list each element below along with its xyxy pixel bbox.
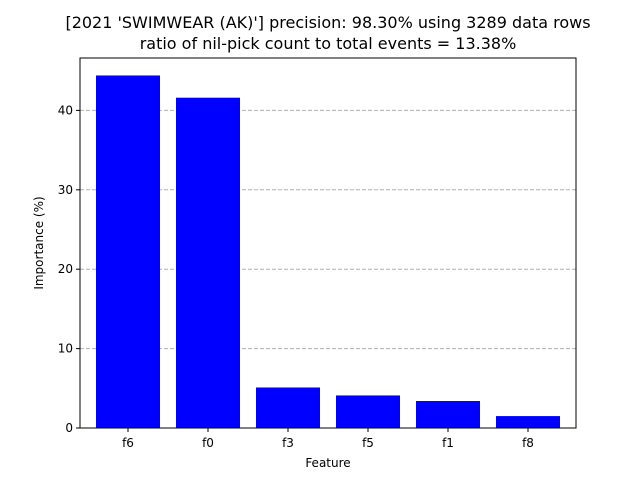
bar-f3 — [256, 387, 320, 428]
y-axis-label: Importance (%) — [32, 196, 46, 289]
grid-lines — [80, 109, 576, 350]
x-tick-label-f0: f0 — [202, 436, 214, 450]
bars — [96, 75, 560, 429]
x-tick-label-f6: f6 — [122, 436, 134, 450]
x-tick-label-f8: f8 — [522, 436, 534, 450]
x-tick-label-f1: f1 — [442, 436, 454, 450]
y-tick-label: 10 — [58, 342, 73, 356]
chart-subtitle: ratio of nil-pick count to total events … — [140, 34, 517, 53]
x-axis-ticks: f6 f0 f3 f5 f1 f8 — [122, 428, 534, 450]
bar-f6 — [96, 75, 160, 429]
x-tick-label-f5: f5 — [362, 436, 374, 450]
bar-f1 — [416, 401, 480, 428]
y-tick-label: 20 — [58, 262, 73, 276]
plot-frame — [79, 57, 577, 429]
chart-title: [2021 'SWIMWEAR (AK)'] precision: 98.30%… — [65, 13, 590, 32]
x-tick-label-f3: f3 — [282, 436, 294, 450]
y-tick-label: 30 — [58, 183, 73, 197]
bar-f0 — [176, 97, 240, 428]
bar-f8 — [496, 416, 560, 428]
bar-f5 — [336, 395, 400, 428]
y-tick-label: 40 — [58, 103, 73, 117]
y-tick-label: 0 — [65, 421, 73, 435]
x-axis-label: Feature — [305, 456, 350, 470]
y-axis-ticks: 0 10 20 30 40 — [58, 103, 80, 435]
